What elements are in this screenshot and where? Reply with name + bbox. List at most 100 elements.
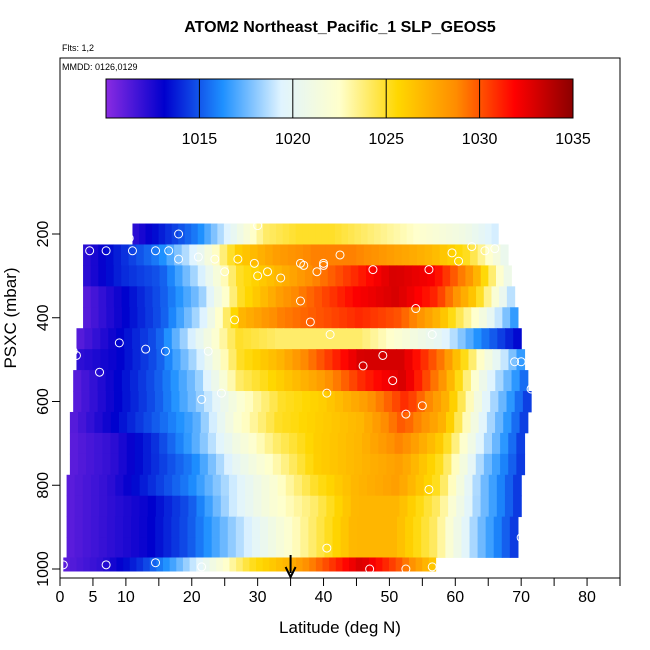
heatmap-cell	[240, 453, 250, 476]
heatmap-cell	[137, 307, 146, 329]
heatmap-cell	[284, 349, 294, 371]
heatmap-cell	[437, 537, 446, 558]
heatmap-cell	[399, 474, 409, 497]
heatmap-cell	[445, 223, 454, 245]
heatmap-cell	[252, 349, 262, 371]
heatmap-cell	[212, 495, 222, 518]
heatmap-cell	[256, 432, 266, 455]
heatmap-cell	[480, 265, 489, 287]
heatmap-cell	[483, 432, 493, 455]
heatmap-cell	[155, 474, 165, 497]
heatmap-cell	[272, 453, 282, 476]
heatmap-cell	[446, 370, 456, 392]
heatmap-cell	[395, 557, 403, 572]
heatmap-cell	[456, 495, 465, 518]
heatmap-cell	[381, 265, 390, 287]
heatmap-cell	[415, 557, 423, 572]
x-tick-label: 5	[88, 589, 97, 606]
arrow-head	[284, 566, 297, 580]
heatmap-cell	[236, 349, 246, 371]
heatmap-cell	[492, 453, 501, 476]
heatmap-cell	[123, 557, 131, 572]
heatmap-cell	[98, 516, 108, 538]
heatmap-cell	[399, 495, 409, 518]
heatmap-cell	[375, 557, 383, 572]
heatmap-cell	[225, 411, 235, 434]
heatmap-cell	[293, 391, 303, 413]
heatmap-cell	[199, 453, 209, 476]
heatmap-cell	[432, 391, 442, 413]
heatmap-cell	[260, 537, 269, 558]
heatmap-cell	[316, 516, 326, 538]
heatmap-cell	[334, 391, 344, 413]
observation-point	[95, 367, 105, 377]
heatmap-cell	[127, 411, 136, 434]
heatmap-cell	[485, 223, 493, 245]
heatmap-cell	[171, 328, 181, 350]
heatmap-cell	[393, 307, 403, 329]
heatmap-cell	[366, 474, 376, 497]
heatmap-cell	[105, 370, 115, 392]
heatmap-cell	[418, 453, 428, 476]
heatmap-cell	[236, 391, 246, 413]
heatmap-cell	[490, 391, 499, 413]
heatmap-cell	[258, 265, 268, 287]
observation-point	[216, 388, 226, 398]
observation-point	[325, 330, 335, 339]
heatmap-cell	[342, 557, 350, 572]
heatmap-cell	[158, 223, 166, 245]
heatmap-cell	[418, 432, 428, 455]
heatmap-cell	[473, 391, 483, 413]
heatmap-cell	[214, 286, 223, 308]
heatmap-cell	[509, 537, 519, 558]
heatmap-cell	[196, 557, 204, 572]
heatmap-cell	[113, 286, 123, 308]
observation-point	[85, 246, 95, 256]
heatmap-cell	[406, 223, 414, 245]
heatmap-cell	[163, 537, 172, 558]
heatmap-cell	[182, 265, 191, 287]
heatmap-cell	[113, 265, 122, 287]
heatmap-cell	[235, 370, 245, 392]
heatmap-cell	[508, 453, 517, 476]
heatmap-cell	[422, 557, 430, 572]
heatmap-cell	[432, 244, 441, 266]
heatmap-cell	[461, 537, 471, 558]
heatmap-cell	[378, 328, 387, 350]
heatmap-cell	[386, 453, 396, 476]
heatmap-cell	[107, 495, 116, 518]
heatmap-cell	[381, 370, 391, 392]
heatmap-cell	[504, 474, 514, 497]
heatmap-cell	[364, 411, 374, 434]
heatmap-cell	[331, 411, 341, 434]
heatmap-cell	[459, 453, 469, 476]
heatmap-cell	[332, 537, 342, 558]
heatmap-cell	[362, 557, 370, 572]
heatmap-cell	[131, 516, 140, 538]
heatmap-cell	[175, 286, 184, 308]
heatmap-cell	[267, 328, 276, 350]
heatmap-cell	[413, 223, 421, 245]
heatmap-cell	[260, 286, 269, 308]
heatmap-cell	[467, 453, 477, 476]
observation-point	[160, 346, 170, 356]
heatmap-cell	[516, 432, 526, 455]
heatmap-cell	[124, 349, 134, 371]
heatmap-cell	[492, 432, 501, 455]
heatmap-cell	[480, 474, 490, 497]
heatmap-cell	[477, 516, 487, 538]
heatmap-cell	[321, 453, 331, 476]
heatmap-cell	[284, 307, 294, 329]
heatmap-cell	[460, 349, 470, 371]
heatmap-cell	[396, 411, 406, 434]
heatmap-cell	[513, 474, 522, 497]
heatmap-cell	[435, 453, 444, 476]
heatmap-cell	[337, 432, 347, 455]
heatmap-cell	[195, 537, 205, 558]
observation-point	[368, 265, 378, 275]
heatmap-cell	[195, 328, 205, 350]
heatmap-cell	[282, 328, 292, 350]
heatmap-cell	[184, 223, 192, 245]
observation-point	[319, 260, 329, 270]
heatmap-cell	[396, 265, 405, 287]
